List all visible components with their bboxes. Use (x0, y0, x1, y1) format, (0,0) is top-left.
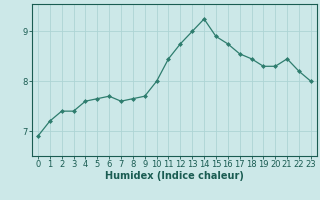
X-axis label: Humidex (Indice chaleur): Humidex (Indice chaleur) (105, 171, 244, 181)
